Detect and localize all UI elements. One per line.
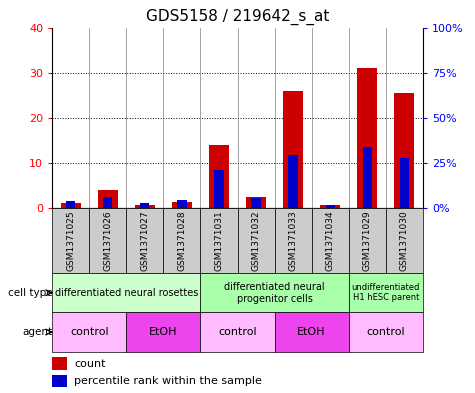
Text: percentile rank within the sample: percentile rank within the sample — [75, 376, 262, 386]
Bar — [349, 208, 386, 273]
Bar — [103, 196, 113, 208]
Bar — [89, 208, 126, 273]
Bar — [283, 91, 303, 208]
Text: EtOH: EtOH — [149, 327, 178, 337]
Bar — [200, 208, 238, 273]
Text: GSM1371033: GSM1371033 — [289, 210, 297, 271]
Bar — [288, 155, 298, 208]
Bar — [275, 208, 312, 273]
Bar — [126, 208, 163, 273]
Text: GSM1371031: GSM1371031 — [215, 210, 223, 271]
Bar — [200, 312, 275, 352]
Bar — [172, 202, 192, 208]
Bar — [52, 375, 67, 387]
Text: differentiated neural
progenitor cells: differentiated neural progenitor cells — [224, 282, 325, 303]
Text: control: control — [218, 327, 257, 337]
Bar — [126, 312, 200, 352]
Bar — [251, 198, 261, 208]
Text: EtOH: EtOH — [297, 327, 326, 337]
Bar — [386, 208, 423, 273]
Bar — [135, 205, 155, 208]
Text: GSM1371025: GSM1371025 — [66, 210, 75, 271]
Bar — [349, 312, 423, 352]
Bar — [52, 208, 89, 273]
Bar — [61, 203, 81, 208]
Text: GSM1371027: GSM1371027 — [141, 210, 149, 271]
Text: control: control — [366, 327, 405, 337]
Bar — [52, 357, 67, 369]
Bar — [394, 93, 414, 208]
Text: GSM1371028: GSM1371028 — [178, 210, 186, 271]
Text: control: control — [70, 327, 109, 337]
Bar — [320, 205, 340, 208]
Text: count: count — [75, 358, 106, 369]
Text: undifferentiated
H1 hESC parent: undifferentiated H1 hESC parent — [352, 283, 420, 303]
Text: GSM1371034: GSM1371034 — [326, 210, 334, 271]
Bar — [214, 170, 224, 208]
Bar — [325, 205, 335, 208]
Bar — [246, 197, 266, 208]
Bar — [238, 208, 275, 273]
Bar — [209, 145, 229, 208]
Bar — [399, 158, 409, 208]
Bar — [357, 68, 377, 208]
Bar — [66, 201, 76, 208]
Bar — [98, 190, 118, 208]
Text: cell type: cell type — [8, 288, 52, 298]
Bar — [52, 312, 126, 352]
Bar — [349, 273, 423, 312]
Bar — [52, 273, 200, 312]
Bar — [200, 273, 349, 312]
Text: agent: agent — [22, 327, 52, 337]
Bar — [312, 208, 349, 273]
Title: GDS5158 / 219642_s_at: GDS5158 / 219642_s_at — [146, 9, 329, 25]
Bar — [275, 312, 349, 352]
Text: GSM1371026: GSM1371026 — [104, 210, 112, 271]
Text: differentiated neural rosettes: differentiated neural rosettes — [55, 288, 198, 298]
Bar — [140, 203, 150, 208]
Text: GSM1371029: GSM1371029 — [363, 210, 371, 271]
Bar — [163, 208, 200, 273]
Text: GSM1371032: GSM1371032 — [252, 210, 260, 271]
Text: GSM1371030: GSM1371030 — [400, 210, 408, 271]
Bar — [362, 147, 372, 208]
Bar — [177, 200, 187, 208]
